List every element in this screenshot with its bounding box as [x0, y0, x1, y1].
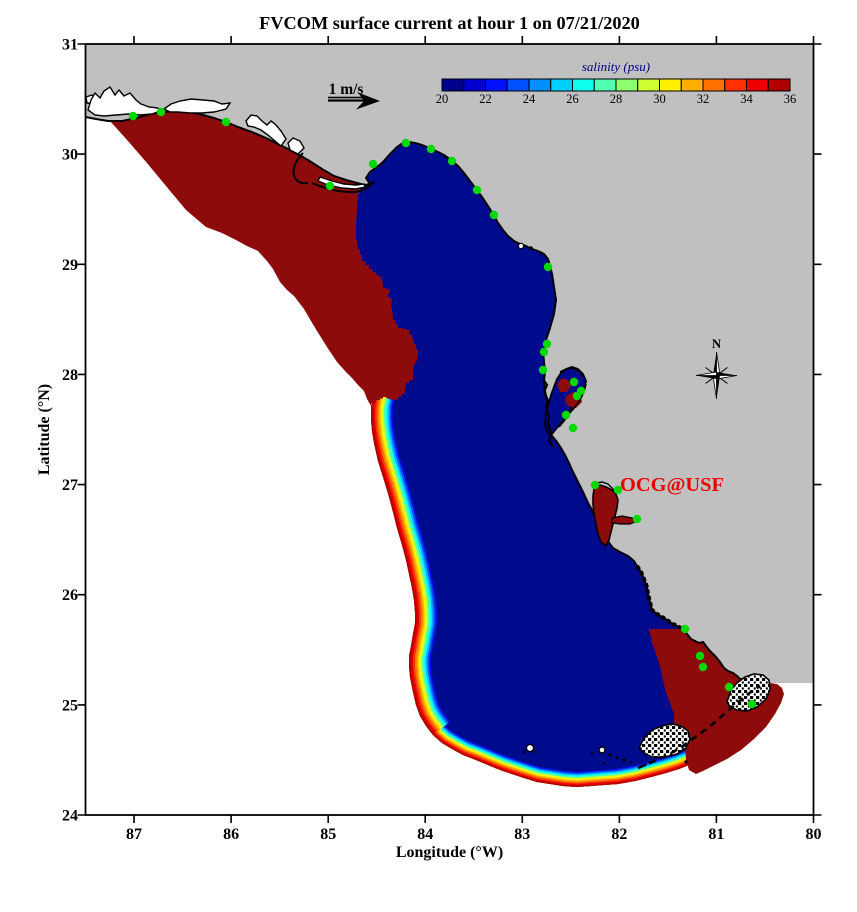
- svg-text:N: N: [712, 337, 721, 351]
- svg-text:81: 81: [708, 826, 724, 843]
- svg-text:Latitude (°N): Latitude (°N): [36, 384, 53, 475]
- svg-text:87: 87: [126, 826, 142, 843]
- svg-text:22: 22: [479, 92, 492, 106]
- svg-text:83: 83: [514, 826, 530, 843]
- svg-text:30: 30: [653, 92, 666, 106]
- svg-text:26: 26: [62, 587, 78, 604]
- svg-text:80: 80: [806, 826, 822, 843]
- svg-text:86: 86: [223, 826, 239, 843]
- svg-text:20: 20: [436, 92, 449, 106]
- svg-text:32: 32: [697, 92, 710, 106]
- svg-text:36: 36: [784, 92, 797, 106]
- svg-text:84: 84: [417, 826, 433, 843]
- svg-text:31: 31: [62, 37, 78, 54]
- svg-text:29: 29: [62, 257, 78, 274]
- svg-text:85: 85: [320, 826, 336, 843]
- svg-text:24: 24: [62, 808, 78, 825]
- svg-text:34: 34: [740, 92, 753, 106]
- svg-text:28: 28: [62, 367, 78, 384]
- svg-text:82: 82: [611, 826, 627, 843]
- svg-text:Longitude (°W): Longitude (°W): [396, 844, 503, 861]
- svg-text:27: 27: [62, 477, 78, 494]
- svg-text:salinity (psu): salinity (psu): [582, 59, 650, 74]
- svg-text:28: 28: [610, 92, 623, 106]
- svg-text:30: 30: [62, 147, 78, 164]
- svg-text:25: 25: [62, 697, 78, 714]
- svg-text:26: 26: [566, 92, 579, 106]
- svg-text:24: 24: [523, 92, 536, 106]
- svg-text:1 m/s: 1 m/s: [329, 81, 364, 98]
- svg-text:FVCOM surface current at hour: FVCOM surface current at hour 1 on 07/21…: [259, 13, 640, 33]
- svg-text:OCG@USF: OCG@USF: [620, 474, 724, 496]
